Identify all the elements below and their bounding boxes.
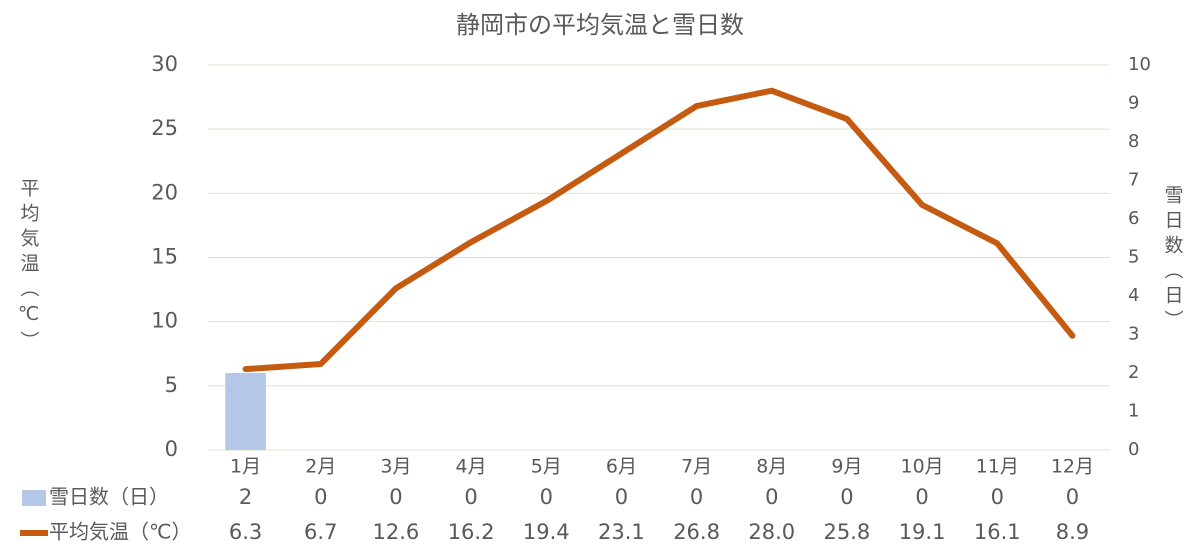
chart-title: 静岡市の平均気温と雪日数 (456, 11, 744, 39)
data-table-cell: 6.3 (229, 520, 262, 544)
x-tick-label: 11月 (976, 456, 1019, 478)
y-tick-label: 15 (151, 245, 178, 269)
legend-swatch (22, 490, 46, 506)
y-tick-label: 30 (151, 52, 178, 76)
data-table-cell: 0 (690, 485, 703, 509)
data-table-cell: 16.2 (448, 520, 495, 544)
y2-tick-label: 8 (1128, 131, 1139, 152)
x-tick-label: 4月 (456, 456, 487, 478)
y2-tick-label: 10 (1128, 54, 1151, 75)
y2-tick-label: 4 (1128, 285, 1139, 306)
bar (225, 373, 266, 450)
y2-tick-label: 6 (1128, 208, 1139, 229)
data-table-cell: 16.1 (974, 520, 1021, 544)
data-table-cell: 0 (991, 485, 1004, 509)
y-tick-label: 20 (151, 180, 178, 204)
data-table-cell: 0 (615, 485, 628, 509)
data-table-cell: 23.1 (598, 520, 645, 544)
y2-tick-label: 5 (1128, 247, 1139, 268)
data-table-cell: 0 (840, 485, 853, 509)
y2-axis-title: 雪日数（日） (1162, 185, 1184, 335)
data-table-cell: 0 (1066, 485, 1079, 509)
data-table-cell: 28.0 (748, 520, 795, 544)
y-tick-label: 5 (165, 373, 178, 397)
y2-tick-label: 0 (1128, 439, 1139, 460)
y2-tick-label: 3 (1128, 324, 1139, 345)
data-table-cell: 0 (464, 485, 477, 509)
y2-tick-label: 2 (1128, 362, 1139, 383)
legend-label: 雪日数（日） (49, 485, 169, 509)
x-tick-label: 10月 (900, 456, 943, 478)
x-tick-label: 12月 (1051, 456, 1094, 478)
y-tick-label: 10 (151, 309, 178, 333)
y2-tick-label: 1 (1128, 401, 1139, 422)
x-tick-label: 3月 (380, 456, 411, 478)
y-tick-label: 0 (165, 437, 178, 461)
line (242, 87, 1076, 373)
data-table-cell: 19.1 (899, 520, 946, 544)
legend-label: 平均気温（℃） (49, 520, 191, 544)
y-tick-label: 25 (151, 116, 178, 140)
x-tick-label: 2月 (305, 456, 336, 478)
x-tick-label: 5月 (531, 456, 562, 478)
data-table-cell: 8.9 (1056, 520, 1089, 544)
data-table-cell: 0 (765, 485, 778, 509)
data-table-cell: 26.8 (673, 520, 720, 544)
y2-tick-label: 7 (1128, 170, 1139, 191)
x-tick-label: 9月 (831, 456, 862, 478)
y2-tick-label: 9 (1128, 93, 1139, 114)
data-table-cell: 0 (540, 485, 553, 509)
x-tick-label: 6月 (606, 456, 637, 478)
data-table-cell: 0 (314, 485, 327, 509)
data-table-cell: 0 (389, 485, 402, 509)
x-tick-label: 7月 (681, 456, 712, 478)
data-table-cell: 25.8 (824, 520, 871, 544)
y-axis-title: 平均気温（℃） (18, 178, 40, 356)
data-table-cell: 12.6 (373, 520, 420, 544)
data-table-cell: 6.7 (304, 520, 337, 544)
data-table-cell: 0 (915, 485, 928, 509)
x-tick-label: 8月 (756, 456, 787, 478)
data-table-cell: 2 (239, 485, 252, 509)
data-table-cell: 19.4 (523, 520, 570, 544)
x-tick-label: 1月 (230, 456, 261, 478)
